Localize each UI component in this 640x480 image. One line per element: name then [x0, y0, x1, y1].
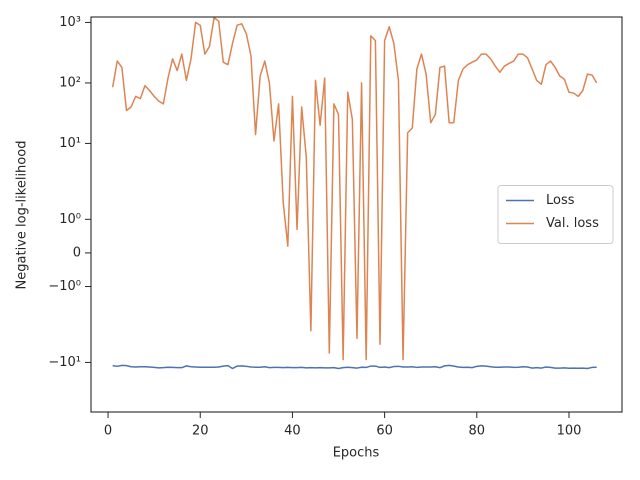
x-tick-label: 80: [469, 424, 486, 439]
x-axis-label: Epochs: [333, 446, 380, 461]
data-line: [112, 364, 597, 370]
legend-label: Val. loss: [546, 216, 599, 231]
legend-label: Loss: [546, 193, 575, 208]
x-tick-label: 100: [557, 424, 582, 439]
axes-frame: [90, 16, 623, 413]
y-axis-label: Negative log-likelihood: [15, 141, 30, 290]
x-tick-label: 0: [104, 424, 112, 439]
data-line: [111, 16, 598, 361]
y-tick-label: 10²: [59, 75, 81, 90]
x-tick-label: 60: [376, 424, 393, 439]
y-tick-label: 10⁰: [59, 212, 81, 227]
y-tick-label: 10³: [59, 15, 81, 30]
y-tick-label: 0: [73, 245, 81, 260]
x-tick-label: 40: [284, 424, 301, 439]
y-tick-label: −10¹: [48, 355, 81, 370]
x-tick-label: 20: [192, 424, 209, 439]
y-tick-label: 10¹: [59, 136, 81, 151]
y-tick-label: −10⁰: [48, 279, 81, 294]
